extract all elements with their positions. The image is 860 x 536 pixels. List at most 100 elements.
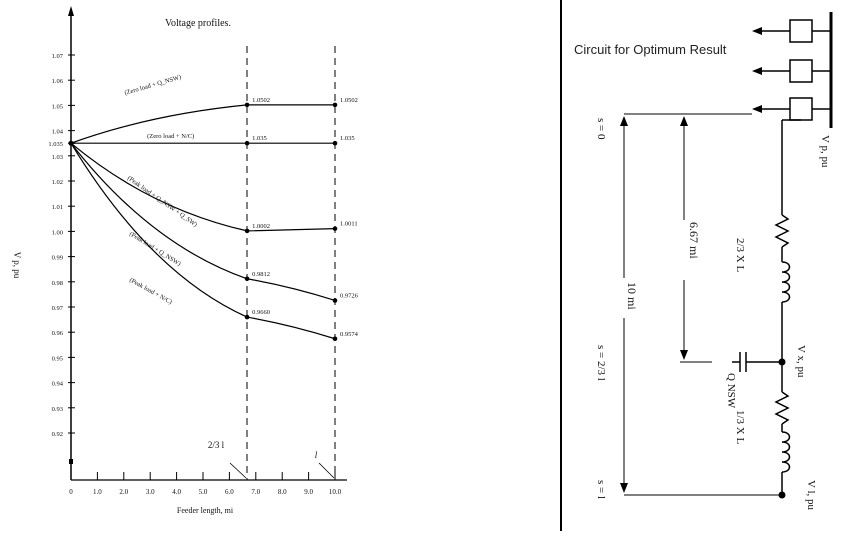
outflow-arrow-1 (752, 27, 762, 35)
node-vx (778, 358, 786, 366)
series-name-label: (Peak load + N/C) (128, 277, 173, 306)
load-box-3 (789, 97, 813, 121)
data-label: 0.9812 (252, 271, 270, 278)
series-line (70, 142, 336, 232)
y-tick-label: 1.05 (52, 103, 63, 110)
x-tick-label: 4.0 (172, 488, 181, 496)
data-label: 1.035 (252, 135, 267, 142)
chart-svg: Voltage profiles. 1.071.061.051.041.0351… (12, 6, 359, 515)
label-vl: V l, pu (805, 480, 817, 511)
y-tick-label: 0.92 (52, 431, 63, 438)
label-vx: V x, pu (795, 345, 807, 378)
x-tick-label: 5.0 (199, 488, 208, 496)
data-label: 0.9574 (340, 331, 359, 338)
dim-10-gap (614, 278, 634, 318)
x-axis-label: Feeder length, mi (177, 506, 234, 515)
series-point (68, 140, 74, 146)
series-name-label: (Zero load + N/C) (147, 133, 194, 140)
node-vl (778, 491, 786, 499)
axis-break-marker (69, 459, 73, 464)
data-label: 1.035 (340, 135, 355, 142)
chart-title: Voltage profiles. (165, 18, 231, 29)
x-tick-label: 1.0 (93, 488, 102, 496)
load-box-1 (789, 19, 813, 43)
series-point (332, 140, 338, 146)
label-s23: s = 2/3 l (595, 345, 607, 381)
voltage-profile-chart: Voltage profiles. 1.07 1.06 1.05 1.04 1.035 1… (12, 6, 359, 515)
end-pointer (318, 462, 335, 479)
series-point (244, 228, 250, 234)
x-tick-label: 0 (69, 488, 73, 496)
x-tick-label: 7.0 (251, 488, 260, 496)
data-label: 1.0011 (340, 221, 358, 228)
y-tick-label: 1.03 (52, 154, 63, 161)
label-667: 6.67 mi (687, 222, 701, 259)
series-line (70, 142, 336, 302)
series-point (332, 298, 338, 303)
y-axis-arrow (68, 6, 74, 16)
two-thirds-pointer (229, 462, 247, 479)
y-tick-label: 1.04 (52, 129, 64, 136)
circuit-caption: Circuit for Optimum Result (574, 42, 727, 57)
label-10: 10 mi (625, 282, 639, 310)
y-tick-label: 0.93 (52, 406, 63, 413)
y-tick-label: 0.97 (52, 305, 64, 312)
series-name-label: (Peak load + Q_NSW + Q_SW) (126, 175, 198, 229)
circuit-svg: s = 0 s = 2/3 l s = l 6.67 mi 10 mi V p,… (595, 12, 833, 511)
dim-10-arrow-top (620, 116, 628, 126)
y-tick-label: 1.07 (52, 53, 64, 60)
series-line (70, 142, 336, 340)
y-tick-label: 0.99 (52, 255, 63, 262)
y-axis-label: V p, pu (12, 252, 22, 279)
inductor-2 (781, 431, 791, 473)
x-ticks: 0 1.0 2.0 3.0 4.0 5.0 6.0 7.0 8.0 9.0 10.0 (69, 472, 342, 496)
data-label: 1.0502 (340, 97, 358, 104)
series-point (332, 336, 338, 342)
dim-10-arrow-bottom (620, 483, 628, 493)
label-x2: 1/3 X L (734, 410, 746, 445)
y-tick-label: 1.06 (52, 78, 64, 85)
x-tick-label: 6.0 (225, 488, 234, 496)
series-layer: 1.0502 1.0502 (Zero load + Q_NSW) 1.035 1.03… (68, 74, 359, 342)
series-point (332, 102, 338, 108)
resistor-1 (774, 214, 790, 248)
y-tick-label: 1.035 (48, 141, 63, 148)
dim-667-arrow-top (680, 116, 688, 126)
resistor-2 (774, 391, 790, 425)
series-name-label: (Peak load + Q_NSW) (128, 231, 182, 268)
outflow-arrow-2 (752, 67, 762, 75)
series-point (332, 226, 338, 231)
x-tick-label: 2.0 (119, 488, 128, 496)
y-tick-label: 1.02 (52, 179, 63, 186)
x-tick-label: 8.0 (278, 488, 287, 496)
label-qnsw: Q NSW (725, 373, 737, 409)
x-tick-label: 9.0 (304, 488, 313, 496)
dim-667-gap (674, 220, 694, 280)
label-s0: s = 0 (595, 118, 607, 140)
series-name-label: (Zero load + Q_NSW) (124, 74, 182, 97)
panel-divider (560, 0, 562, 531)
two-thirds-marker-label: 2/3 l (208, 440, 225, 450)
data-label: 0.9726 (340, 292, 359, 299)
series-point (244, 276, 250, 282)
data-label: 0.9660 (252, 309, 270, 316)
y-ticks: 1.07 1.06 1.05 1.04 1.035 1.03 1.02 1.01 1.00 0.9… (48, 53, 75, 438)
y-tick-label: 0.95 (52, 355, 63, 362)
y-tick-label: 0.98 (52, 280, 63, 287)
outflow-arrow-3 (752, 105, 762, 113)
end-marker-label: l (315, 450, 318, 460)
data-label: 1.0002 (252, 223, 270, 230)
series-point (244, 314, 250, 320)
label-x1: 2/3 X L (734, 238, 746, 273)
y-tick-label: 1.00 (52, 229, 63, 236)
y-tick-label: 0.96 (52, 330, 64, 337)
inductor-1 (781, 261, 791, 303)
label-sl: s = l (595, 480, 607, 499)
x-tick-label: 10.0 (329, 488, 342, 496)
dim-667-arrow-bottom (680, 350, 688, 360)
series-point (244, 140, 250, 146)
series-point (244, 102, 250, 108)
circuit-diagram: s = 0 s = 2/3 l s = l 6.67 mi 10 mi V p,… (562, 0, 860, 531)
load-box-2 (789, 59, 813, 83)
y-tick-label: 1.01 (52, 204, 63, 211)
